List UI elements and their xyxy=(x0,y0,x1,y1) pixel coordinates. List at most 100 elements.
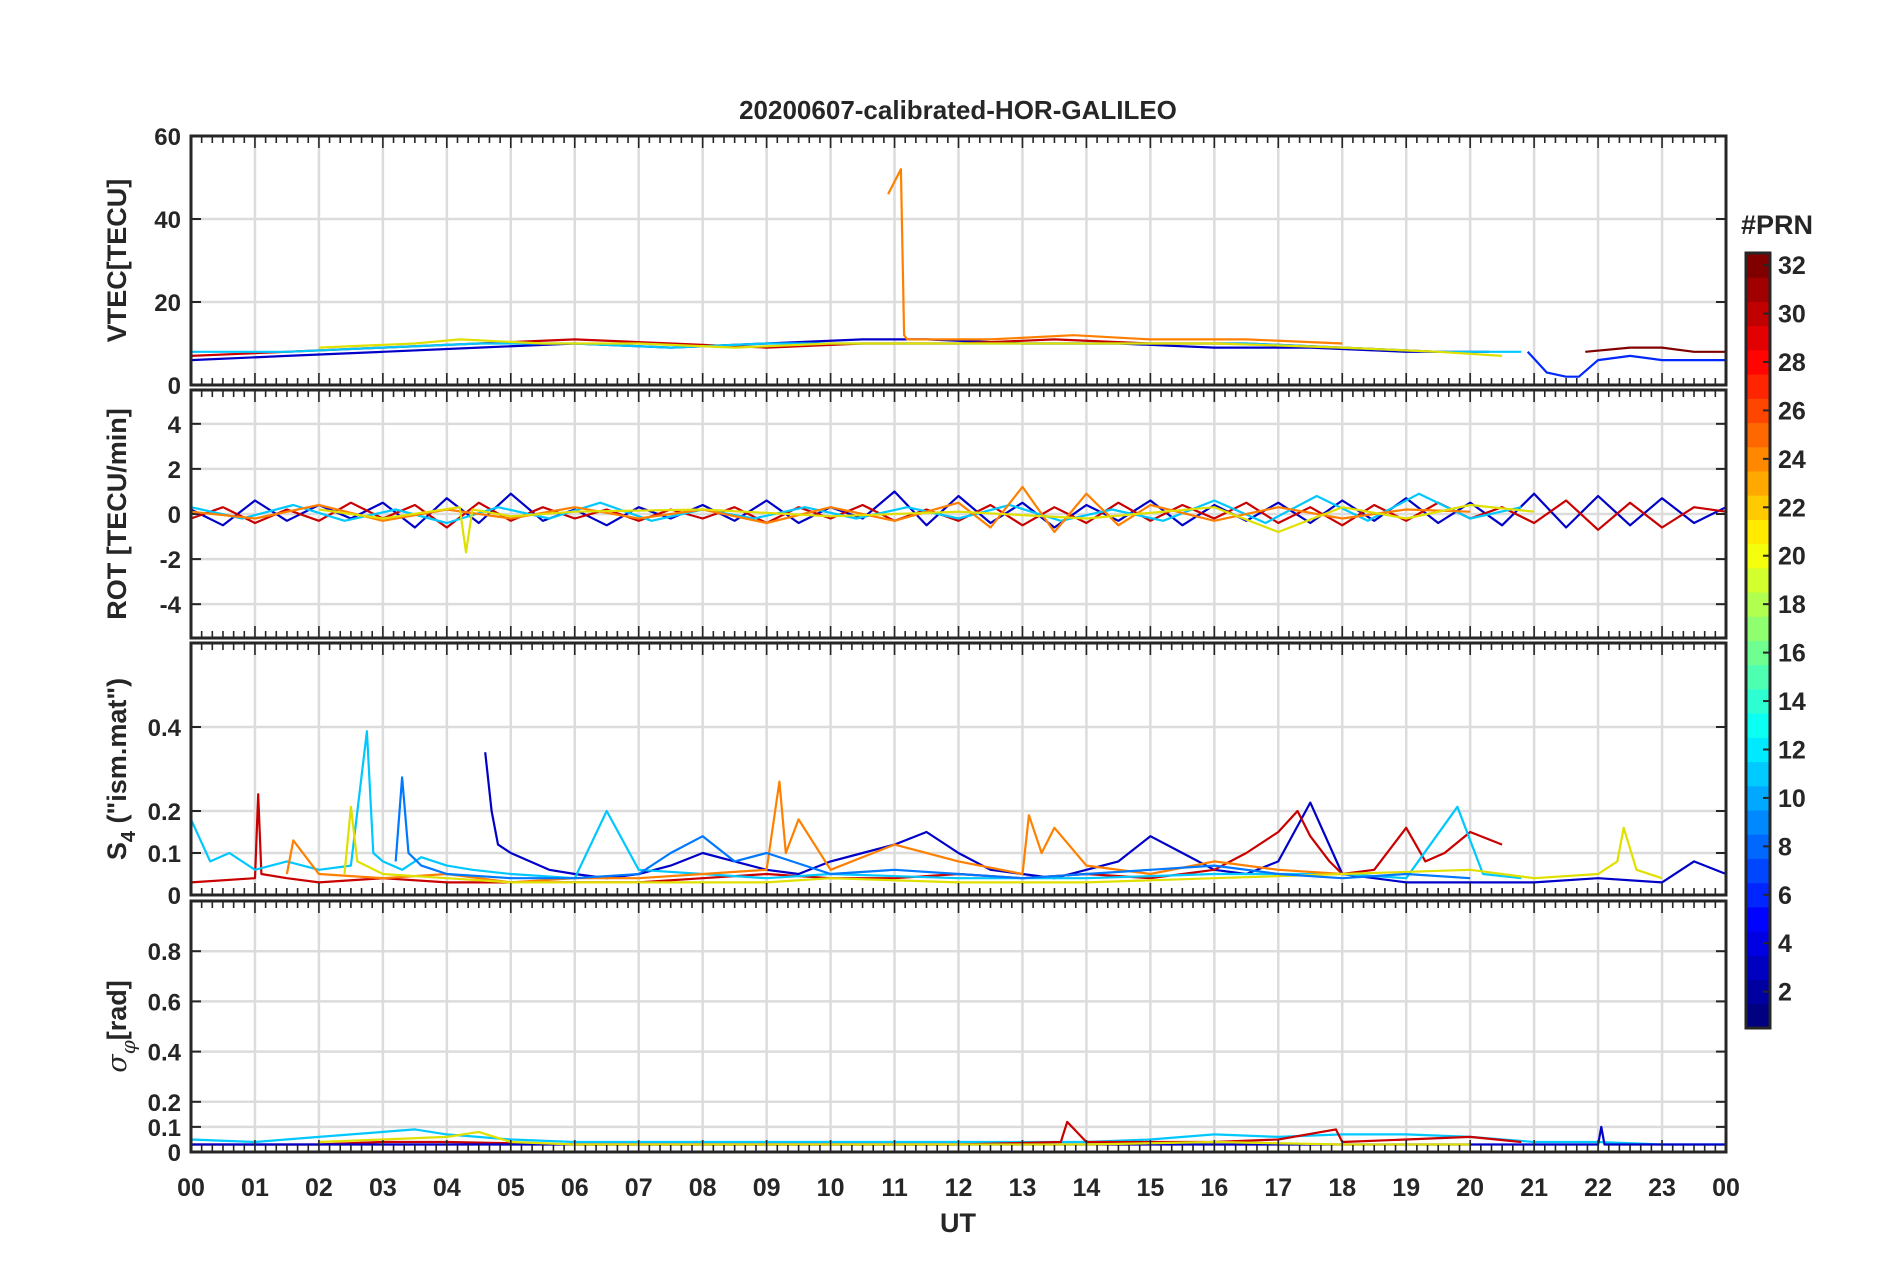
x-tick-label: 18 xyxy=(1328,1174,1356,1202)
y-tick-label: 20 xyxy=(154,290,181,317)
y-tick-label: 0.4 xyxy=(148,715,182,742)
colorbar-tick-label: 30 xyxy=(1778,301,1806,329)
y-tick-label: 0 xyxy=(168,373,181,400)
x-tick-label: 21 xyxy=(1520,1174,1548,1202)
colorbar-tick-label: 2 xyxy=(1778,979,1792,1007)
colorbar-segment xyxy=(1746,325,1770,351)
series-line-prn-3 xyxy=(484,752,1727,884)
colorbar-tick-label: 14 xyxy=(1778,688,1806,716)
x-tick-label: 16 xyxy=(1200,1174,1228,1202)
x-tick-label: 17 xyxy=(1264,1174,1292,1202)
series-line-prn-20 xyxy=(318,503,1535,554)
panel-s4: 0 0.1 0.2 0.4 S4 ("ism.mat") xyxy=(102,641,1728,910)
axes-frame xyxy=(189,388,1728,640)
panel-vtec: 0 20 40 60 VTEC[TECU] xyxy=(102,124,1728,400)
y-tick-label: 0.6 xyxy=(148,989,181,1016)
x-axis-ticks: 00 01 02 03 04 05 06 07 08 09 10 11 12 13 14 15 16 17 18 19… xyxy=(177,1174,1740,1202)
y-tick-label: -4 xyxy=(160,592,182,619)
x-tick-label: 15 xyxy=(1136,1174,1164,1202)
x-tick-label: 20 xyxy=(1456,1174,1484,1202)
x-tick-label: 03 xyxy=(369,1174,397,1202)
colorbar-tick-label: 26 xyxy=(1778,397,1806,425)
series-line-prn-8 xyxy=(394,776,1471,880)
y-tick-label: 0.2 xyxy=(148,799,181,826)
colorbar-segment xyxy=(1746,858,1770,884)
y-tick-label: 0 xyxy=(168,502,181,529)
panel-sigma-phi: 00.10.2 0.4 0.6 0.8 σφ[rad] xyxy=(102,899,1728,1167)
colorbar-tick-label: 20 xyxy=(1778,543,1806,571)
colorbar-segment xyxy=(1746,664,1770,690)
series-line-prn-24 xyxy=(887,168,1343,345)
x-tick-label: 12 xyxy=(945,1174,973,1202)
colorbar-tick-label: 16 xyxy=(1778,640,1806,668)
y-tick-label: 0.1 xyxy=(148,1115,181,1142)
y-tick-label: 0.2 xyxy=(148,1090,181,1117)
x-tick-label: 11 xyxy=(881,1174,908,1202)
x-tick-label: 23 xyxy=(1648,1174,1676,1202)
colorbar-segment xyxy=(1746,519,1770,545)
colorbar-segment xyxy=(1746,567,1770,593)
colorbar-tick-label: 22 xyxy=(1778,494,1806,522)
x-tick-label: 08 xyxy=(689,1174,717,1202)
y-tick-label: 0 xyxy=(168,1140,181,1167)
x-tick-label: 13 xyxy=(1009,1174,1037,1202)
y-tick-label: -2 xyxy=(160,547,181,574)
colorbar-segment xyxy=(1746,761,1770,787)
series-line-prn-30 xyxy=(191,1120,1522,1146)
colorbar-tick-label: 12 xyxy=(1778,736,1806,764)
y-axis-label: σφ[rad] xyxy=(102,980,140,1072)
colorbar-tick-label: 4 xyxy=(1778,930,1792,958)
colorbar-tick-label: 8 xyxy=(1778,833,1792,861)
y-tick-label: 4 xyxy=(168,412,182,439)
colorbar-tick-label: 24 xyxy=(1778,446,1806,474)
series-line-prn-12 xyxy=(189,730,1522,880)
series-line-prn-32 xyxy=(1585,346,1726,353)
panel-rot: -4 -2 0 2 4 ROT [TECU/min] xyxy=(102,388,1728,640)
colorbar-tick-label: 28 xyxy=(1778,349,1806,377)
x-tick-label: 00 xyxy=(1712,1174,1740,1202)
x-tick-label: 05 xyxy=(497,1174,525,1202)
y-tick-label: 0.4 xyxy=(148,1040,182,1067)
x-tick-label: 01 xyxy=(241,1174,269,1202)
series-line-prn-3 xyxy=(190,490,1727,529)
y-tick-label: 0.8 xyxy=(148,939,181,966)
x-tick-label: 10 xyxy=(817,1174,845,1202)
x-tick-label: 02 xyxy=(305,1174,333,1202)
series-line-prn-5 xyxy=(1526,351,1726,378)
x-tick-label: 14 xyxy=(1073,1174,1101,1202)
colorbar-segment xyxy=(1746,616,1770,641)
colorbar-tick-label: 18 xyxy=(1778,591,1806,619)
colorbar-segment xyxy=(1746,955,1770,981)
y-tick-label: 60 xyxy=(154,124,181,151)
colorbar-title: #PRN xyxy=(1741,210,1813,240)
y-axis-label: ROT [TECU/min] xyxy=(102,408,132,619)
y-axis-label: S4 ("ism.mat") xyxy=(102,678,140,860)
axes-frame xyxy=(189,134,1728,387)
colorbar-segment xyxy=(1746,422,1770,448)
y-tick-label: 0 xyxy=(168,883,181,910)
colorbar-tick-label: 32 xyxy=(1778,252,1806,280)
colorbar-tick-label: 10 xyxy=(1778,785,1806,813)
x-tick-label: 19 xyxy=(1392,1174,1420,1202)
series-line-prn-3 xyxy=(190,338,1490,362)
chart-title: 20200607-calibrated-HOR-GALILEO xyxy=(739,95,1177,125)
colorbar-segment xyxy=(1746,713,1770,738)
y-axis-label: VTEC[TECU] xyxy=(102,179,132,343)
x-tick-label: 00 xyxy=(177,1174,205,1202)
x-tick-label: 09 xyxy=(753,1174,781,1202)
x-tick-label: 06 xyxy=(561,1174,589,1202)
colorbar-tick-label: 6 xyxy=(1778,882,1792,910)
colorbar-segment xyxy=(1746,1003,1770,1029)
axes-frame xyxy=(189,899,1728,1154)
x-tick-label: 22 xyxy=(1584,1174,1612,1202)
x-axis-label: UT xyxy=(940,1208,976,1238)
series-line-prn-20 xyxy=(343,805,1663,884)
x-tick-label: 07 xyxy=(625,1174,653,1202)
colorbar-segment xyxy=(1746,277,1770,302)
y-tick-label: 0.1 xyxy=(148,841,181,868)
y-tick-label: 40 xyxy=(154,207,181,234)
y-tick-label: 2 xyxy=(168,457,181,484)
colorbar-segment xyxy=(1746,810,1770,835)
